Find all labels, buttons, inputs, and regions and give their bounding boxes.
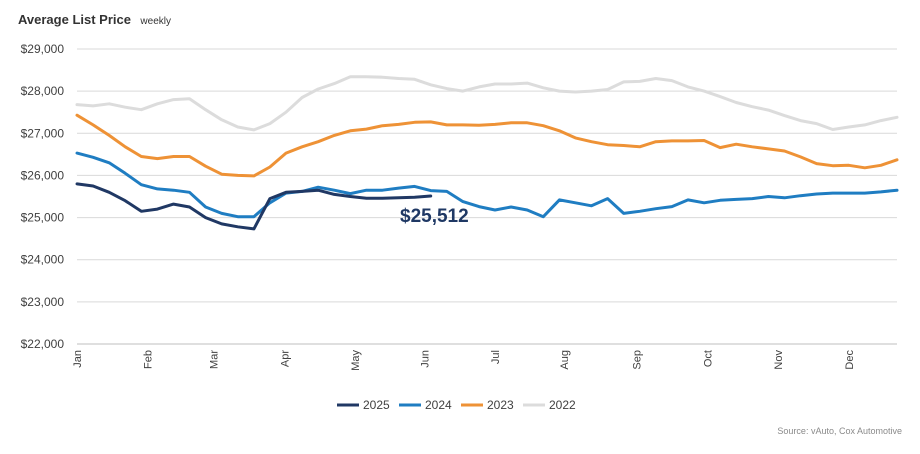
x-tick-label: Nov [773,350,785,370]
y-tick-label: $28,000 [21,84,65,98]
x-axis-ticks: Jan Feb Mar Apr May Jun Jul Aug Sep Oct Nov Dec [72,350,856,371]
y-tick-label: $23,000 [21,295,65,309]
x-tick-label: Jun [419,350,431,368]
legend: 2025 2024 2023 2022 [337,398,576,412]
legend-label-2022: 2022 [549,398,576,412]
series-line-2025 [75,182,433,231]
legend-label-2023: 2023 [487,398,514,412]
y-tick-label: $24,000 [21,253,65,267]
chart-title: Average List Price [18,12,131,27]
y-axis-ticks: $29,000 $28,000 $27,000 $26,000 $25,000 $24,0… [21,42,65,351]
x-tick-label: Sep [632,350,644,370]
legend-label-2024: 2024 [425,398,452,412]
x-tick-label: Jul [490,350,502,364]
y-tick-label: $22,000 [21,337,65,351]
series-layer [75,75,899,231]
x-tick-label: Oct [702,350,714,367]
grid-layer [77,48,897,345]
y-tick-label: $25,000 [21,211,65,225]
x-tick-label: Mar [209,350,221,369]
callout-latest-value: $25,512 [400,206,469,227]
series-line-2022 [75,75,899,132]
y-tick-label: $26,000 [21,168,65,182]
series-line-2023 [75,113,899,178]
y-tick-label: $27,000 [21,126,65,140]
y-tick-label: $29,000 [21,42,65,56]
x-tick-label: Feb [143,350,155,369]
chart-subtitle: weekly [139,16,171,27]
x-tick-label: May [350,350,362,371]
x-tick-label: Jan [72,350,84,368]
x-tick-label: Dec [844,350,856,370]
series-line-2024 [75,151,899,219]
x-tick-label: Apr [279,350,291,367]
x-tick-label: Aug [559,350,571,370]
source-note: Source: vAuto, Cox Automotive [777,426,902,436]
chart-title-group: Average List Price weekly [18,11,171,28]
legend-label-2025: 2025 [363,398,390,412]
